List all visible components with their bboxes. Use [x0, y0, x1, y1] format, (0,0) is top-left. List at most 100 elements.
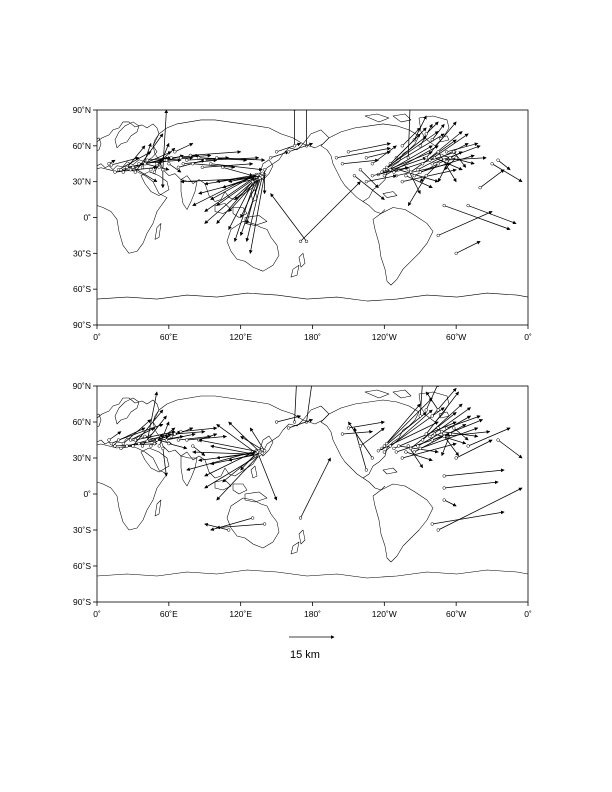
displacement-vector [444, 468, 505, 477]
station-marker [137, 162, 141, 166]
station-marker [203, 158, 207, 162]
station-marker [412, 174, 416, 178]
station-marker [121, 441, 125, 446]
station-marker [442, 498, 446, 502]
displacement-vector [276, 142, 302, 153]
station-marker [442, 203, 446, 208]
station-marker [432, 156, 437, 160]
y-tick-label: 60˚N [73, 141, 91, 151]
displacement-vector [183, 158, 218, 165]
station-marker [442, 486, 446, 490]
displacement-vector [467, 427, 511, 447]
displacement-vector [453, 427, 469, 441]
station-marker [442, 434, 446, 439]
station-marker [385, 165, 389, 169]
station-marker [436, 528, 440, 532]
station-marker [250, 516, 255, 520]
displacement-vector [434, 157, 463, 171]
station-marker [188, 153, 193, 158]
x-tick-label: 120˚W [372, 332, 397, 342]
displacement-vector [210, 163, 263, 172]
station-marker [137, 441, 141, 446]
displacement-vector [417, 143, 469, 171]
station-marker [167, 162, 171, 166]
displacement-vector [384, 133, 445, 171]
displacement-vector [386, 131, 439, 168]
y-tick-label: 30˚S [73, 248, 91, 258]
station-marker [262, 168, 267, 172]
displacement-vector [348, 142, 391, 153]
displacement-vector [198, 438, 260, 453]
displacement-vector [144, 163, 170, 171]
station-marker [109, 441, 114, 446]
y-tick-label: 60˚S [73, 284, 91, 294]
displacement-vector [294, 386, 297, 423]
displacement-vector [381, 412, 427, 449]
station-marker [161, 446, 165, 451]
station-marker [176, 438, 181, 442]
displacement-vector [393, 421, 457, 449]
station-marker [155, 162, 159, 166]
station-marker [442, 158, 446, 162]
displacement-vector [431, 387, 457, 417]
station-marker [340, 432, 345, 436]
station-marker [440, 429, 444, 434]
station-marker [191, 444, 195, 448]
displacement-vector [198, 157, 248, 162]
station-marker [169, 434, 173, 439]
displacement-vector [407, 110, 411, 158]
station-marker [440, 153, 444, 158]
station-marker [113, 170, 117, 174]
station-marker [388, 444, 392, 448]
y-tick-label: 0˚ [83, 213, 91, 223]
x-tick-label: 0˚ [524, 609, 532, 619]
displacement-vector [479, 169, 505, 188]
station-marker [185, 158, 189, 162]
station-marker [209, 162, 213, 166]
displacement-vector [405, 451, 433, 462]
station-marker [364, 180, 369, 184]
displacement-vector [228, 177, 256, 231]
station-marker [412, 450, 416, 454]
displacement-vector [468, 205, 517, 225]
displacement-vector [348, 421, 373, 459]
y-tick-label: 90˚S [73, 320, 91, 330]
y-tick-label: 90˚N [73, 381, 91, 391]
displacement-vector [425, 391, 459, 435]
station-marker [400, 180, 404, 184]
y-tick-label: 30˚N [73, 453, 91, 463]
displacement-vector [348, 420, 385, 429]
station-marker [298, 239, 303, 244]
displacement-vector [216, 174, 259, 183]
station-marker [215, 156, 219, 160]
displacement-vector [198, 433, 218, 441]
station-marker [416, 444, 420, 448]
station-marker [364, 156, 369, 160]
displacement-vector [422, 131, 463, 165]
displacement-vector [438, 211, 493, 236]
station-marker [436, 150, 440, 154]
displacement-vector [425, 386, 439, 411]
displacement-vector [353, 427, 367, 471]
station-marker [145, 439, 149, 443]
displacement-vector [270, 151, 290, 159]
displacement-vector [390, 145, 433, 171]
displacement-vector [402, 168, 457, 183]
bottom-coastlines [97, 389, 528, 579]
station-marker [478, 185, 482, 190]
displacement-vector [240, 179, 259, 219]
top-map-frame [96, 109, 529, 326]
station-marker [260, 175, 264, 179]
station-marker [424, 408, 428, 412]
displacement-vector [360, 169, 379, 189]
station-marker [364, 468, 369, 472]
station-marker [125, 165, 129, 169]
station-marker [131, 444, 135, 448]
station-marker [131, 165, 135, 169]
station-marker [490, 162, 494, 166]
displacement-vector [257, 451, 278, 501]
x-tick-label: 180˚ [304, 332, 321, 342]
station-marker [430, 522, 434, 526]
top-map-panel: 0˚ 60˚E 120˚E 180˚ 120˚W 60˚W 0˚ 90˚N 60˚N 30˚N 0˚… [73, 105, 532, 342]
displacement-vector [192, 450, 260, 455]
